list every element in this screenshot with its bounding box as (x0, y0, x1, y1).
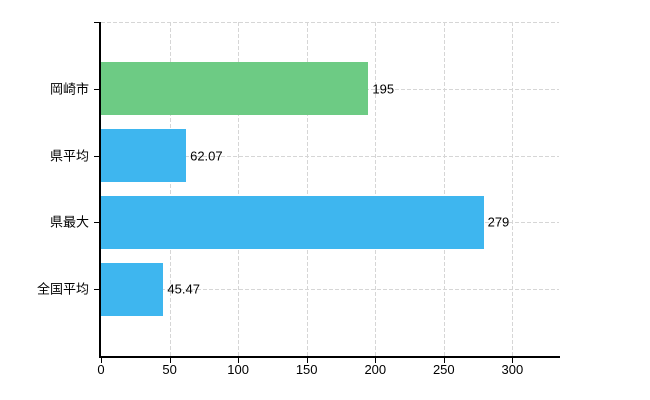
y-tick (94, 22, 100, 23)
vertical-gridline (306, 22, 308, 356)
vertical-gridline (512, 22, 514, 356)
plot-top-border (101, 22, 559, 23)
y-tick (94, 222, 100, 224)
category-label: 県最大 (49, 214, 89, 230)
bar-value-label: 195 (372, 81, 395, 97)
x-tick (443, 358, 445, 363)
y-axis-line (99, 22, 101, 358)
category-label: 岡崎市 (49, 81, 89, 97)
plot-area: 195 62.07 279 45.47 (101, 22, 559, 356)
x-tick-label: 100 (227, 362, 249, 377)
y-tick (94, 289, 100, 291)
bar (101, 262, 164, 316)
x-tick-label: 200 (364, 362, 387, 377)
x-axis-line (99, 356, 560, 358)
bar (101, 62, 369, 116)
horizontal-gridline (101, 155, 559, 157)
bar-value-label: 62.07 (190, 148, 223, 164)
x-tick (169, 358, 171, 363)
x-tick-label: 300 (501, 362, 524, 377)
y-tick (94, 155, 100, 157)
x-tick (306, 358, 308, 363)
x-tick-label: 0 (97, 362, 105, 377)
horizontal-gridline (101, 289, 559, 291)
x-tick-label: 250 (432, 362, 455, 377)
x-tick-label: 50 (162, 362, 177, 377)
category-label: 県平均 (49, 148, 89, 164)
x-tick-label: 150 (295, 362, 318, 377)
x-tick (238, 358, 240, 363)
y-tick (94, 88, 100, 90)
x-tick (512, 358, 514, 363)
vertical-gridline (238, 22, 240, 356)
vertical-gridline (169, 22, 171, 356)
x-tick (101, 358, 102, 363)
category-label: 全国平均 (36, 281, 89, 297)
bar (101, 195, 484, 249)
bar (101, 129, 187, 183)
x-tick (375, 358, 377, 363)
vertical-gridline (375, 22, 377, 356)
bar-value-label: 279 (487, 214, 510, 230)
vertical-gridline (443, 22, 445, 356)
bar-value-label: 45.47 (167, 281, 200, 297)
